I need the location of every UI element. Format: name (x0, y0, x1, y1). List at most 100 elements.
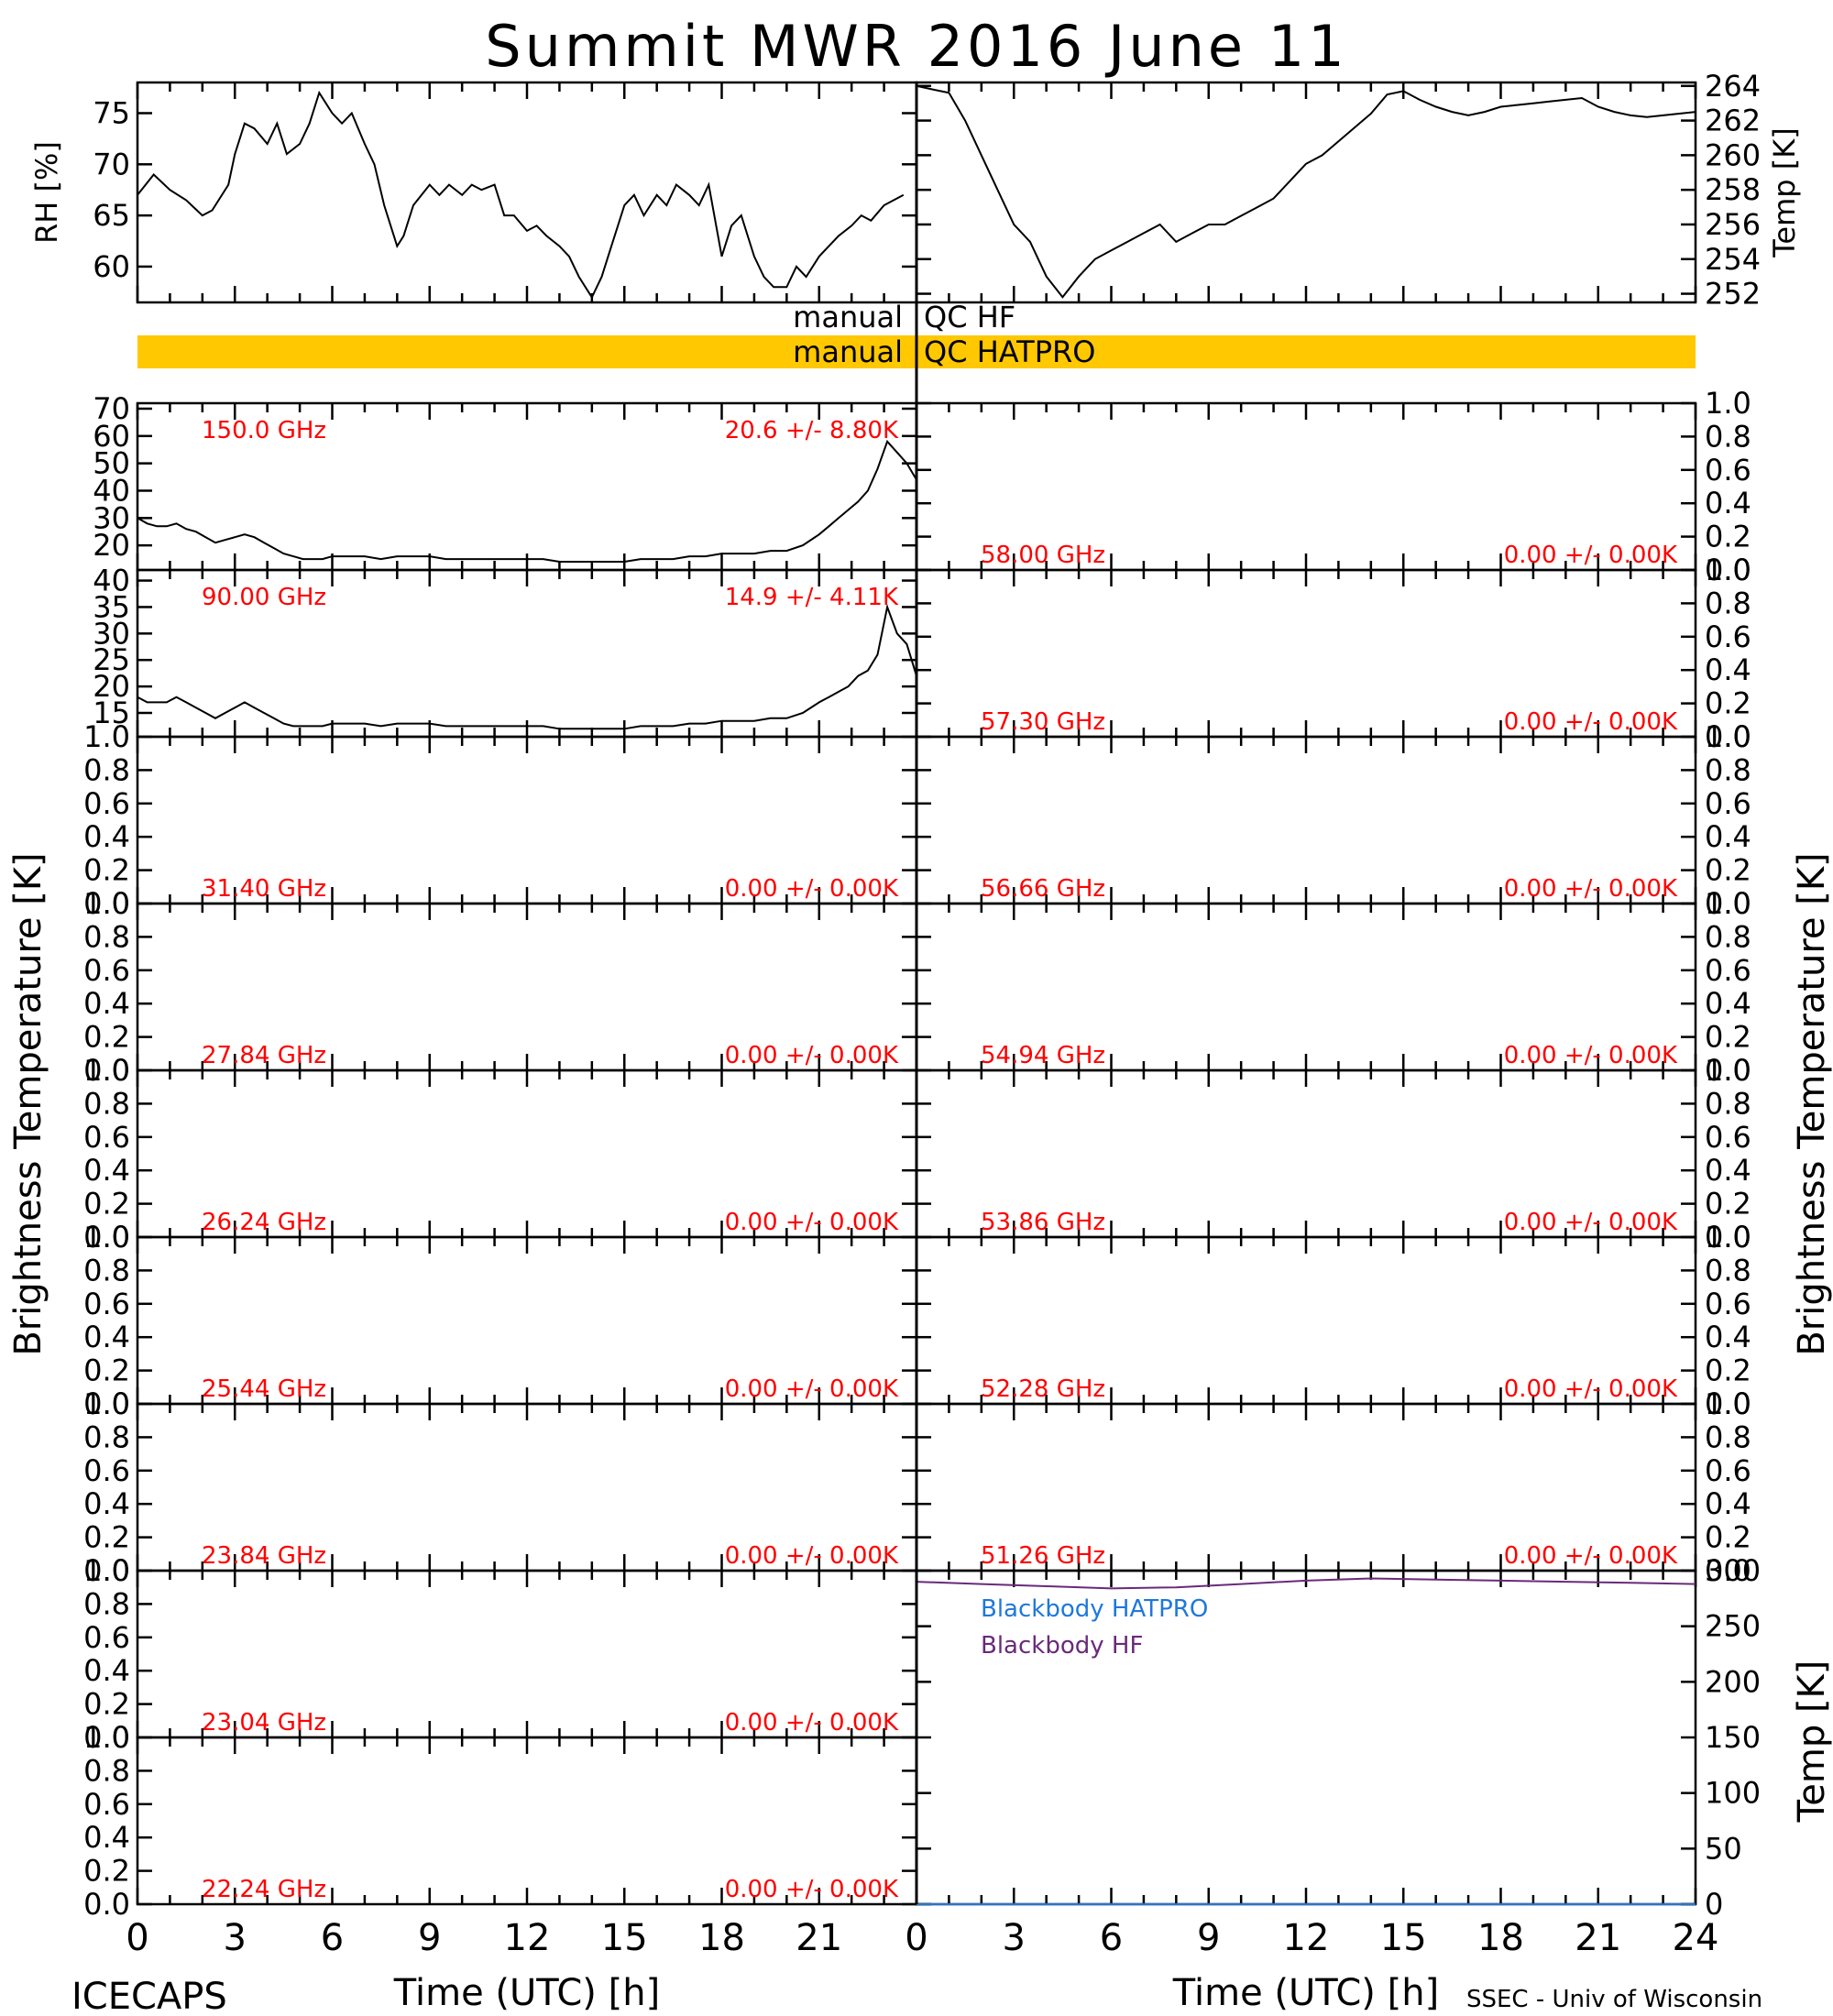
channel-stat-label: 0.00 +/- 0.00K (725, 875, 899, 903)
y-tick-label: 60 (93, 249, 130, 284)
y-tick-label: 0.4 (83, 1653, 130, 1688)
y-tick-label: 0.6 (1705, 1453, 1751, 1488)
y-tick-label: 0.4 (1705, 1153, 1751, 1188)
channel-frequency-label: 51.26 GHz (981, 1542, 1105, 1570)
y-tick-label: 0.0 (83, 1887, 130, 1922)
channel-stat-label: 0.00 +/- 0.00K (1504, 1209, 1678, 1236)
channel-frequency-label: 52.28 GHz (981, 1375, 1105, 1403)
y-tick-label: 35 (93, 589, 130, 624)
y-tick-label: 30 (93, 616, 130, 651)
x-tick-label: 24 (1673, 1917, 1719, 1959)
y-tick-label: 0.8 (83, 1586, 130, 1621)
x-tick-label: 3 (1003, 1917, 1026, 1959)
y-tick-label: 0.2 (1705, 520, 1751, 554)
y-tick-label: 60 (93, 419, 130, 454)
y-tick-label: 0.2 (1705, 686, 1751, 721)
y-tick-label: 0.8 (1705, 419, 1751, 454)
left-axis-title: Brightness Temperature [K] (7, 852, 49, 1355)
channel-stat-label: 0.00 +/- 0.00K (1504, 1375, 1678, 1403)
y-tick-label: 0.8 (83, 919, 130, 954)
x-tick-label: 12 (1283, 1917, 1330, 1959)
y-tick-label: 1.0 (1705, 1053, 1751, 1088)
y-tick-label: 40 (93, 564, 130, 598)
channel-frequency-label: 150.0 GHz (202, 417, 326, 444)
y-tick-label: 262 (1705, 104, 1761, 138)
y-tick-label: 0.8 (1705, 919, 1751, 954)
y-tick-label: 1.0 (1705, 886, 1751, 921)
blackbody-series-line (916, 1577, 1696, 1590)
channel-stat-label: 0.00 +/- 0.00K (725, 1209, 899, 1236)
channel-frequency-label: 54.94 GHz (981, 1042, 1105, 1069)
blackbody-axis-label: Temp [K] (1791, 1660, 1833, 1824)
y-tick-label: 25 (93, 642, 130, 677)
x-tick-label: 9 (1197, 1917, 1220, 1959)
legend-entry: Blackbody HATPRO (981, 1595, 1208, 1623)
x-tick-label: 21 (796, 1917, 842, 1959)
y-tick-label: 0.6 (1705, 619, 1751, 654)
y-tick-label: 0.2 (83, 1687, 130, 1722)
y-tick-label: 1.0 (83, 719, 130, 754)
y-tick-label: 258 (1705, 172, 1761, 207)
y-tick-label: 0.4 (1705, 486, 1751, 520)
y-tick-label: 0.6 (83, 1453, 130, 1488)
y-tick-label: 0.0 (1705, 1053, 1751, 1088)
y-tick-label: 0.8 (83, 1419, 130, 1454)
qc-hatpro-label-right: QC HATPRO (924, 334, 1095, 369)
y-tick-label: 1.0 (1705, 719, 1751, 754)
y-tick-label: 65 (93, 198, 130, 233)
y-tick-label: 150 (1705, 1720, 1761, 1755)
y-tick-label: 0.0 (83, 1386, 130, 1421)
x-tick-label: 15 (601, 1917, 648, 1959)
y-tick-label: 0.4 (83, 819, 130, 854)
footer-left: ICECAPS (71, 1976, 227, 2016)
y-tick-label: 0.2 (83, 1187, 130, 1222)
footer-right: SSEC - Univ of Wisconsin (1466, 1986, 1762, 2013)
x-tick-label: 21 (1575, 1917, 1621, 1959)
y-tick-label: 0.6 (83, 1120, 130, 1155)
y-tick-label: 0 (1705, 1887, 1723, 1922)
y-tick-label: 0.8 (1705, 1086, 1751, 1121)
y-tick-label: 50 (93, 446, 130, 481)
y-tick-label: 0.4 (83, 1153, 130, 1188)
qc-hf-label-right: QC HF (924, 300, 1015, 334)
channel-stat-label: 0.00 +/- 0.00K (725, 1042, 899, 1069)
y-tick-label: 0.4 (83, 1320, 130, 1354)
x-tick-label: 6 (1100, 1917, 1123, 1959)
y-tick-label: 1.0 (83, 1053, 130, 1088)
y-tick-label: 0.8 (1705, 1419, 1751, 1454)
channel-series-line (137, 603, 917, 730)
y-tick-label: 20 (93, 669, 130, 704)
y-tick-label: 0.2 (83, 1520, 130, 1555)
x-tick-label: 15 (1380, 1917, 1427, 1959)
channel-stat-label: 0.00 +/- 0.00K (1504, 1042, 1678, 1069)
x-tick-label: 0 (126, 1917, 148, 1959)
rh-axis-label: RH [%] (29, 141, 64, 244)
y-tick-label: 70 (93, 391, 130, 426)
channel-stat-label: 0.00 +/- 0.00K (1504, 875, 1678, 903)
y-tick-label: 0.8 (1705, 752, 1751, 787)
qc-hatpro-label-left: manual (793, 334, 903, 369)
x-tick-label: 9 (418, 1917, 441, 1959)
y-tick-label: 1.0 (1705, 1386, 1751, 1421)
x-axis-label-right: Time (UTC) [h] (1172, 1972, 1439, 2014)
y-tick-label: 0.0 (1705, 1386, 1751, 1421)
y-tick-label: 0.8 (1705, 1253, 1751, 1287)
channel-stat-label: 0.00 +/- 0.00K (725, 1542, 899, 1570)
y-tick-label: 1.0 (83, 1720, 130, 1755)
y-tick-label: 0.2 (1705, 1353, 1751, 1388)
x-tick-label: 3 (224, 1917, 247, 1959)
y-tick-label: 40 (93, 473, 130, 508)
y-tick-label: 264 (1705, 69, 1761, 104)
qc-hf-label-left: manual (793, 300, 903, 334)
y-tick-label: 200 (1705, 1664, 1761, 1699)
y-tick-label: 0.0 (1705, 719, 1751, 754)
channel-stat-label: 0.00 +/- 0.00K (1504, 708, 1678, 736)
y-tick-label: 300 (1705, 1553, 1761, 1588)
y-tick-label: 256 (1705, 207, 1761, 242)
y-tick-label: 0.4 (1705, 819, 1751, 854)
channel-stat-label: 0.00 +/- 0.00K (725, 1876, 899, 1903)
y-tick-label: 0.0 (1705, 1220, 1751, 1255)
y-tick-label: 0.2 (1705, 853, 1751, 888)
y-tick-label: 0.2 (83, 1020, 130, 1055)
